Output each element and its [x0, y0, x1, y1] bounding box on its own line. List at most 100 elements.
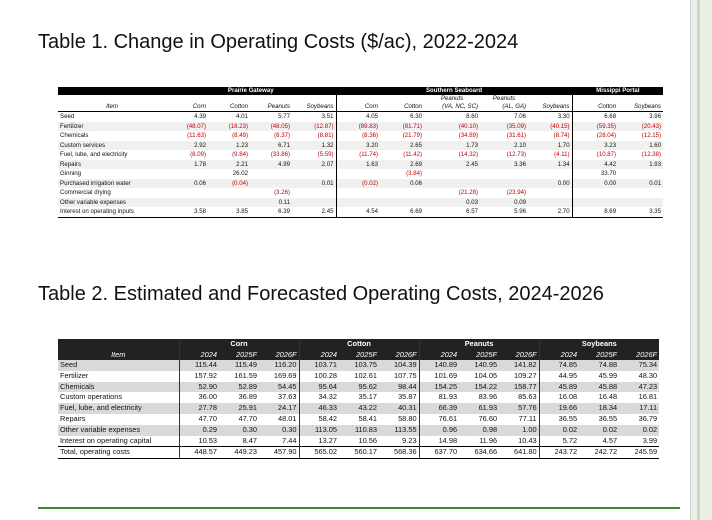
table-cell: 2.45: [424, 159, 481, 169]
table-cell: 37.63: [259, 392, 300, 404]
table1-subheader-peanuts-1: Peanuts: [440, 95, 464, 102]
table2-operating-costs-forecast: Corn Cotton Peanuts Soybeans Item 2024 2…: [58, 339, 660, 479]
table-cell: 36.55: [538, 413, 580, 425]
table-cell: 3.20: [335, 140, 381, 150]
table-cell: 103.75: [339, 360, 380, 371]
table1-col-header: Cotton: [571, 103, 619, 112]
table-cell: 641.80: [499, 446, 540, 460]
row-item-label: Purchased irrigation water: [58, 178, 166, 188]
table1-col-header: (VA, NC, SC): [424, 103, 481, 112]
row-item-label: Custom operations: [58, 392, 179, 404]
row-item-label: Interest on operating capital: [58, 435, 179, 447]
table1-col-header: Soybeans: [292, 103, 337, 112]
table-cell: (23.94): [506, 189, 527, 196]
table-cell: (11.63): [187, 132, 206, 139]
table1-col-header: (AL, GA): [480, 103, 529, 112]
table-cell: (28.04): [571, 131, 619, 141]
table-cell: 0.00: [528, 178, 573, 188]
table1-column-header-row: Item Corn Cotton Peanuts Soybeans Corn C…: [58, 103, 664, 112]
table-cell: 76.61: [418, 413, 460, 425]
footer-green-rule: [38, 507, 680, 509]
table-cell: 449.23: [219, 446, 259, 460]
table-cell: 1.70: [528, 140, 573, 150]
table-cell: 5.96: [480, 207, 529, 218]
table-cell: 2.45: [292, 207, 337, 218]
table1-col-header: Cotton: [380, 103, 425, 112]
table-cell: (12.87): [292, 121, 337, 131]
table-cell: 0.29: [178, 424, 219, 436]
table-cell: (34.89): [458, 132, 479, 139]
table-cell: 34.32: [298, 392, 340, 404]
row-item-label: Other variable expenses: [58, 197, 166, 207]
table-cell: 54.45: [259, 381, 300, 393]
table-cell: 634.66: [459, 446, 500, 460]
table-cell: [618, 188, 663, 198]
table-cell: 48.30: [619, 370, 660, 382]
table-cell: 47.70: [219, 413, 259, 425]
table-cell: 3.58: [166, 207, 208, 218]
table-cell: 0.30: [259, 424, 300, 436]
table-row: Other variable expenses 0.29 0.30 0.30 113.0…: [58, 424, 660, 436]
table-cell: 0.01: [292, 178, 337, 188]
table-cell: 0.02: [619, 424, 660, 436]
table-cell: 0.98: [459, 424, 500, 436]
table2-col-year: 2026F: [499, 349, 540, 360]
table-cell: 4.42: [571, 159, 619, 169]
table-cell: 19.66: [538, 403, 580, 414]
table-cell: 107.75: [379, 370, 420, 382]
table-cell: [208, 188, 250, 198]
table2-body: Seed 115.44 115.49 116.20 103.71 103.75 104.39…: [58, 360, 660, 460]
table-cell: 13.27: [298, 435, 340, 447]
table-cell: (35.09): [480, 121, 529, 131]
table-cell: 2.69: [380, 159, 425, 169]
table-cell: [480, 169, 528, 179]
table-cell: 36.79: [619, 413, 660, 425]
table-cell: 140.95: [459, 360, 500, 371]
table-cell: 9.23: [379, 435, 420, 447]
table-cell: 18.34: [579, 403, 620, 414]
table-cell: 95.64: [298, 381, 340, 393]
row-item-label: Seed: [58, 360, 179, 371]
table-cell: (33.86): [270, 151, 290, 158]
table-cell: 33.70: [571, 169, 619, 179]
table-row: Chemicals (11.63) (8.49) (8.37) (8.81) (8.36)…: [58, 131, 663, 141]
table-cell: 102.61: [339, 370, 380, 382]
table-cell: 113.05: [298, 424, 340, 436]
table-cell: [250, 169, 292, 179]
table-cell: 8.47: [219, 435, 259, 447]
table-cell: 1.60: [618, 140, 664, 150]
table-cell: (12.15): [641, 132, 662, 139]
table-cell: (5.59): [317, 151, 334, 158]
table2-col-year: 2024: [418, 349, 460, 360]
table-cell: (40.15): [528, 121, 573, 131]
table-cell: [618, 169, 663, 179]
table-cell: 35.17: [339, 392, 380, 404]
table-cell: (8.09): [190, 151, 206, 158]
table-cell: 565.02: [298, 446, 340, 460]
table-cell: 0.01: [618, 178, 664, 188]
table2-col-year: 2024: [538, 349, 580, 360]
table-cell: (4.11): [554, 151, 570, 158]
table-cell: 8.60: [466, 113, 479, 120]
row-item-label: Repairs: [58, 413, 179, 425]
table-row: Chemicals 52.90 52.89 54.45 95.64 95.62 98.44 1…: [58, 381, 660, 393]
table-cell: 2.10: [480, 140, 529, 150]
table-cell: 3.23: [571, 140, 619, 150]
table-row: Other variable expenses 0.11 0.03 0.09: [58, 197, 664, 207]
row-item-label: Chemicals: [58, 381, 179, 393]
table1-col-header: Soybeans: [618, 103, 664, 112]
table-cell: 36.00: [178, 392, 219, 404]
table-cell: 58.42: [298, 413, 340, 425]
table-cell: [480, 178, 529, 188]
table-row: Total, operating costs 448.57 449.23 457.90…: [58, 446, 660, 460]
table-cell: 6.39: [250, 207, 292, 218]
table-cell: [292, 169, 336, 179]
table-cell: 24.17: [259, 403, 300, 414]
table-cell: (10.87): [571, 150, 619, 160]
table2-group-soybeans: Soybeans: [538, 339, 660, 349]
table-cell: 2.21: [208, 159, 250, 169]
table-cell: (0.02): [335, 178, 381, 188]
row-item-label: Chemicals: [60, 132, 89, 139]
table1-col-header: Peanuts: [250, 103, 292, 112]
table-cell: 83.96: [459, 392, 500, 404]
